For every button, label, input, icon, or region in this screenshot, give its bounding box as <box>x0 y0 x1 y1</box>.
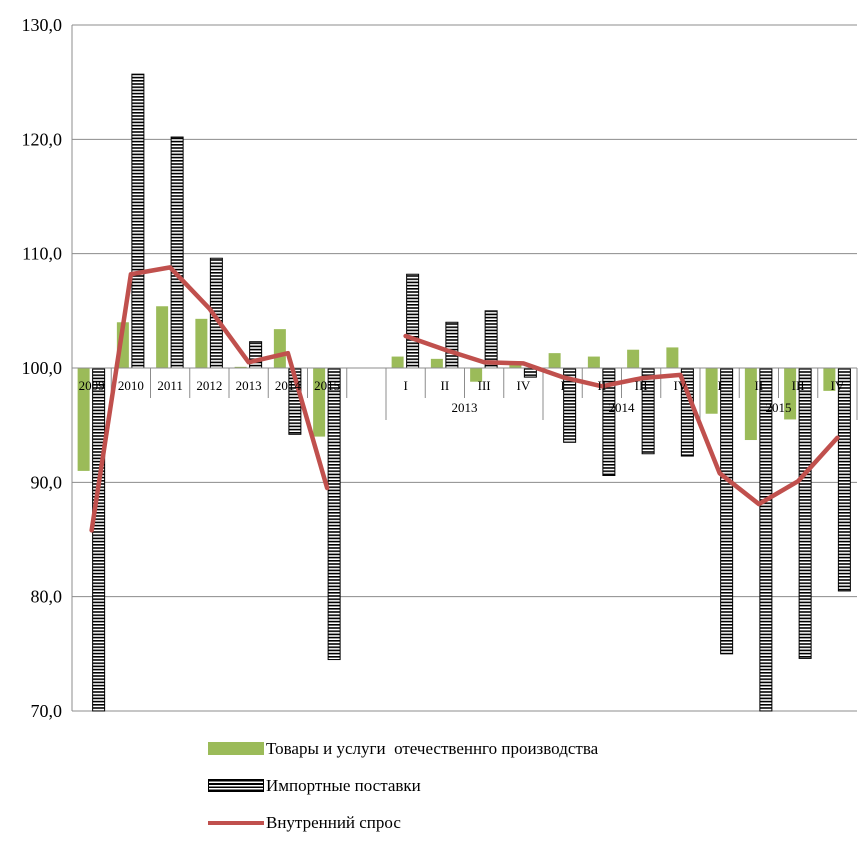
x-tick-label: IV <box>674 378 688 393</box>
x-group-label: 2014 <box>609 400 636 415</box>
bar-domestic <box>273 329 286 368</box>
demand-line <box>89 265 330 533</box>
x-tick-label: 2014 <box>275 378 302 393</box>
x-tick-label: 2009 <box>79 378 105 393</box>
x-tick-label: 2015 <box>314 378 340 393</box>
x-tick-label: I <box>403 378 407 393</box>
bar-imports <box>327 367 341 661</box>
x-tick-label: III <box>792 378 805 393</box>
legend-swatch-domestic <box>208 742 264 755</box>
x-tick-label: IV <box>517 378 531 393</box>
bar-domestic <box>744 368 757 441</box>
legend: Товары и услуги отечественнго производст… <box>208 730 598 841</box>
y-tick-label: 120,0 <box>22 129 63 149</box>
x-group-label: 2015 <box>766 400 792 415</box>
bar-domestic <box>627 349 640 368</box>
bar-domestic <box>195 318 208 368</box>
x-tick-label: 2012 <box>196 378 222 393</box>
bar-imports <box>837 367 851 592</box>
bar-imports <box>445 321 459 369</box>
bar-domestic <box>666 347 679 368</box>
bar-imports <box>249 341 263 369</box>
bar-domestic <box>823 368 836 391</box>
legend-label-domestic: Товары и услуги отечественнго производст… <box>266 738 599 758</box>
legend-item-domestic: Товары и услуги отечественнго производст… <box>208 730 598 767</box>
bar-domestic <box>784 368 797 420</box>
legend-swatch-demand <box>208 820 264 825</box>
x-tick-label: 2011 <box>157 378 183 393</box>
bar-imports <box>484 310 498 369</box>
x-group-label: 2013 <box>452 400 478 415</box>
legend-swatch-imports <box>208 779 264 792</box>
bar-domestic <box>470 368 483 382</box>
bar-domestic <box>234 366 247 368</box>
legend-item-imports: Импортные поставки <box>208 767 598 804</box>
bar-imports <box>92 367 106 712</box>
x-tick-label: 2010 <box>118 378 144 393</box>
x-tick-label: II <box>755 378 764 393</box>
bar-domestic <box>391 356 404 368</box>
y-tick-label: 90,0 <box>31 472 63 492</box>
bar-domestic <box>548 353 561 368</box>
x-tick-label: IV <box>831 378 845 393</box>
bar-imports <box>406 273 420 369</box>
bar-imports <box>798 367 812 659</box>
bar-imports <box>131 73 145 369</box>
legend-item-demand: Внутренний спрос <box>208 804 598 841</box>
x-tick-label: 2013 <box>236 378 262 393</box>
bar-domestic <box>705 368 718 414</box>
x-tick-label: III <box>478 378 491 393</box>
y-tick-label: 80,0 <box>31 587 63 607</box>
x-tick-label: III <box>635 378 648 393</box>
legend-label-demand: Внутренний спрос <box>266 812 401 832</box>
bar-imports <box>759 367 773 712</box>
bar-imports <box>720 367 734 655</box>
demand-line <box>403 333 840 507</box>
y-tick-label: 130,0 <box>22 15 63 35</box>
x-tick-label: II <box>441 378 450 393</box>
y-tick-label: 70,0 <box>31 701 63 721</box>
bar-domestic <box>156 306 169 368</box>
x-tick-label: II <box>598 378 607 393</box>
legend-label-imports: Импортные поставки <box>266 775 421 795</box>
y-tick-label: 110,0 <box>22 244 62 264</box>
bar-domestic <box>430 358 443 368</box>
x-tick-label: I <box>717 378 721 393</box>
bar-domestic <box>77 368 90 471</box>
bar-imports <box>170 136 184 369</box>
x-tick-label: I <box>560 378 564 393</box>
bar-domestic <box>587 356 600 368</box>
y-tick-label: 100,0 <box>22 358 63 378</box>
bar-domestic <box>313 368 326 437</box>
